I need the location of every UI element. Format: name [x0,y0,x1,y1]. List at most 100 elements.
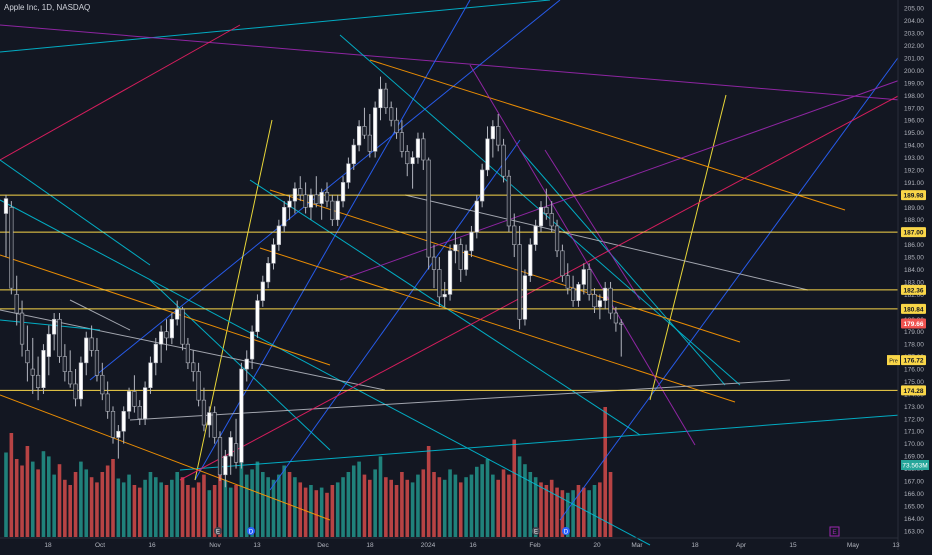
trendline [89,0,561,381]
candle-body [180,309,185,345]
volume-bar [223,479,228,537]
price-tick-label: 199.00 [904,80,924,87]
candle-body [94,350,100,376]
volume-value-label: 73.563M [901,460,929,470]
event-marker-label: D [564,530,569,536]
candle-body [453,244,458,252]
price-tick-label: 198.00 [904,93,924,100]
volume-bar [432,472,436,537]
candle-body [78,362,83,400]
candle-body [100,374,105,395]
event-marker-circle [247,527,255,535]
volume-bars [4,407,613,537]
candle-body [538,206,544,227]
candle-body [421,138,426,161]
price-tick-label: 169.00 [904,454,924,461]
candle-body [207,412,212,426]
volume-bar [464,477,468,537]
candle-body [490,126,495,140]
premarket-tag: Pre [887,355,900,366]
time-tick-label: 13 [253,542,261,549]
candle-body [426,159,431,258]
time-axis[interactable]: 18 Oct 16 Nov 13 Dec 18 2024 16 Feb 20 Mar 18 Apr 15 Ma… [0,537,900,549]
trendline [519,149,726,386]
volume-bar [20,465,24,537]
candle-body [25,350,30,364]
candle-body [613,312,618,324]
level-price-label-bg [901,303,926,314]
candle-body [367,134,372,152]
level-price-label: 180.84 [901,303,926,314]
volume-bar [298,482,303,537]
volume-bar [603,407,607,537]
candle-body [223,455,228,476]
volume-bar [442,479,447,537]
candle-body [126,391,132,412]
volume-bar [303,487,308,537]
volume-bar [170,479,174,537]
volume-bar [68,485,72,537]
price-tick-label: 193.00 [904,155,924,162]
volume-bar [14,459,19,537]
candle-body [292,188,298,202]
level-price-label-bg [901,227,926,238]
volume-bar [41,451,46,537]
candle-body [19,312,25,345]
volume-bar [319,487,324,537]
candle-body [399,132,405,152]
volume-bar [496,479,500,537]
candle-body [169,318,174,339]
premarket-price-label: 176.72 [901,355,926,366]
price-tick-label: 173.00 [904,404,924,411]
time-tick-label: May [847,542,860,549]
volume-bar [89,477,94,537]
volume-bar [132,485,137,537]
volume-bar [25,446,30,537]
trendline [339,79,901,281]
volume-bar [549,479,554,537]
volume-bar [228,487,233,537]
candle-body [276,225,281,245]
volume-bar [137,487,142,537]
price-tick-label: 172.00 [904,416,924,423]
volume-bar [36,469,40,537]
volume-bar [565,492,570,537]
volume-bar [458,482,463,537]
candle-body [41,350,46,388]
volume-bar [341,477,345,537]
price-tick-label: 175.00 [904,379,924,386]
price-tick-label: 182.00 [904,292,924,299]
candle-body [191,362,196,372]
volume-bar [507,474,511,537]
price-axis-bg [898,0,932,550]
price-tick-label: 204.00 [904,18,924,25]
volume-bar [255,461,260,537]
candle-body [314,194,319,204]
trendline [0,394,331,521]
event-marker-icon: E [214,527,222,536]
volume-bar [512,439,517,537]
candle-body [14,294,19,314]
volume-bar [469,474,474,537]
volume-bar [143,479,147,537]
price-labels: 189.98 187.00 182.36 180.84 174.28 179.66 176.… [887,190,929,470]
volume-bar [544,485,549,537]
horizontal-levels[interactable] [0,194,898,391]
time-tick-label: 16 [469,542,477,549]
volume-bar [30,461,35,537]
trendline [179,94,901,481]
volume-bar [186,485,190,537]
volume-bar [373,469,377,537]
volume-bar [234,485,238,537]
event-marker-icon: E [532,527,540,536]
candle-body [84,337,89,364]
candle-body [469,231,474,252]
volume-bar [100,472,105,537]
volume-bar [560,490,565,537]
candle-body [212,412,217,438]
volume-bar [57,464,62,537]
candle-body [335,200,340,221]
